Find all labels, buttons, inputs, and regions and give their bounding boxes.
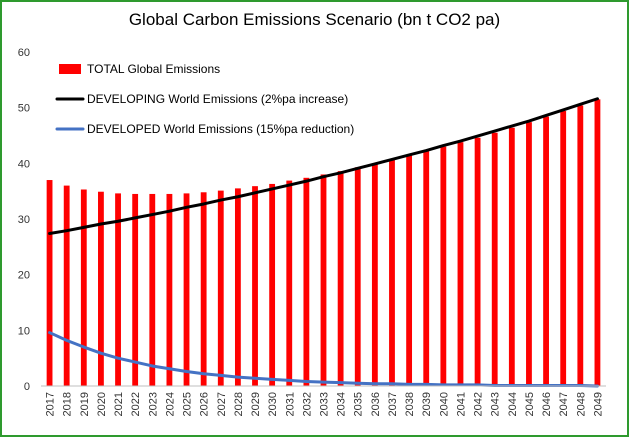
bar xyxy=(474,137,481,386)
bar xyxy=(252,186,258,386)
chart-title: Global Carbon Emissions Scenario (bn t C… xyxy=(128,10,501,29)
legend-label: DEVELOPING World Emissions (2%pa increas… xyxy=(87,92,348,106)
y-tick-label: 60 xyxy=(18,47,30,59)
x-tick-label: 2032 xyxy=(301,392,313,416)
legend: TOTAL Global Emissions DEVELOPING World E… xyxy=(55,62,354,136)
y-tick-label: 30 xyxy=(18,214,30,226)
bar xyxy=(371,163,378,386)
x-tick-label: 2033 xyxy=(319,392,331,416)
x-tick-label: 2019 xyxy=(79,392,91,416)
bars-group xyxy=(46,99,601,387)
bar xyxy=(389,159,395,386)
legend-label: DEVELOPED World Emissions (15%pa reducti… xyxy=(87,122,354,136)
bar xyxy=(560,111,567,387)
bar xyxy=(217,190,224,386)
bar xyxy=(577,105,584,386)
bar xyxy=(508,127,515,386)
y-tick-label: 10 xyxy=(18,325,30,337)
bar xyxy=(80,189,87,386)
x-tick-label: 2026 xyxy=(199,392,211,416)
x-tick-label: 2041 xyxy=(455,392,467,416)
x-tick-label: 2037 xyxy=(387,392,399,416)
x-tick-label: 2042 xyxy=(473,392,485,416)
bar xyxy=(183,193,190,386)
x-tick-label: 2047 xyxy=(558,392,570,416)
x-tick-label: 2029 xyxy=(250,392,262,416)
lines-group xyxy=(48,97,599,388)
bar xyxy=(543,116,549,386)
x-tick-label: 2045 xyxy=(524,392,536,416)
bar xyxy=(440,146,447,386)
x-tick-label: 2038 xyxy=(404,392,416,416)
x-tick-label: 2020 xyxy=(96,392,108,416)
y-tick-label: 50 xyxy=(18,103,30,115)
legend-label: TOTAL Global Emissions xyxy=(87,62,220,76)
legend-swatch xyxy=(59,64,81,74)
bar xyxy=(46,180,53,386)
bar xyxy=(303,177,310,386)
x-tick-label: 2044 xyxy=(507,392,519,416)
series-line xyxy=(48,97,599,235)
bar xyxy=(457,142,464,386)
y-tick-label: 0 xyxy=(24,381,30,393)
x-tick-label: 2049 xyxy=(592,392,604,416)
x-tick-label: 2021 xyxy=(113,392,125,416)
y-tick-label: 20 xyxy=(18,270,30,282)
bar xyxy=(286,180,293,386)
bar xyxy=(115,193,121,386)
bar xyxy=(63,185,70,386)
x-tick-label: 2025 xyxy=(182,392,194,416)
x-tick-label: 2035 xyxy=(353,392,365,416)
x-tick-label: 2040 xyxy=(438,392,450,416)
bar xyxy=(200,192,207,386)
x-tick-label: 2018 xyxy=(62,392,74,416)
bar xyxy=(423,151,430,386)
bar xyxy=(354,167,361,386)
x-tick-label: 2034 xyxy=(336,392,348,416)
bar xyxy=(132,193,139,386)
x-tick-label: 2043 xyxy=(490,392,502,416)
bar xyxy=(234,188,241,386)
x-tick-label: 2036 xyxy=(370,392,382,416)
y-tick-label: 40 xyxy=(18,158,30,170)
x-tick-label: 2028 xyxy=(233,392,245,416)
bar xyxy=(594,99,601,387)
series-line xyxy=(48,331,599,388)
x-tick-label: 2039 xyxy=(421,392,433,416)
x-tick-label: 2048 xyxy=(575,392,587,416)
x-tick-label: 2046 xyxy=(541,392,553,416)
x-tick-label: 2024 xyxy=(164,392,176,416)
x-tick-label: 2031 xyxy=(284,392,296,416)
x-tick-label: 2023 xyxy=(147,392,159,416)
bar xyxy=(149,193,156,386)
x-tick-label: 2017 xyxy=(45,392,57,416)
bar xyxy=(406,155,413,386)
bar xyxy=(98,191,104,386)
bar xyxy=(269,183,276,386)
bar xyxy=(491,132,498,386)
bar xyxy=(320,174,327,386)
x-tick-label: 2027 xyxy=(216,392,228,416)
bar xyxy=(337,171,344,386)
bar xyxy=(526,122,532,386)
bar xyxy=(166,193,173,386)
x-tick-label: 2022 xyxy=(130,392,142,416)
x-axis: 2017 2018 2019 2020 2021 2022 2023 2024 2025 2026… xyxy=(41,385,606,416)
x-tick-label: 2030 xyxy=(267,392,279,416)
y-axis: 0 10 20 30 40 50 60 xyxy=(18,47,30,393)
